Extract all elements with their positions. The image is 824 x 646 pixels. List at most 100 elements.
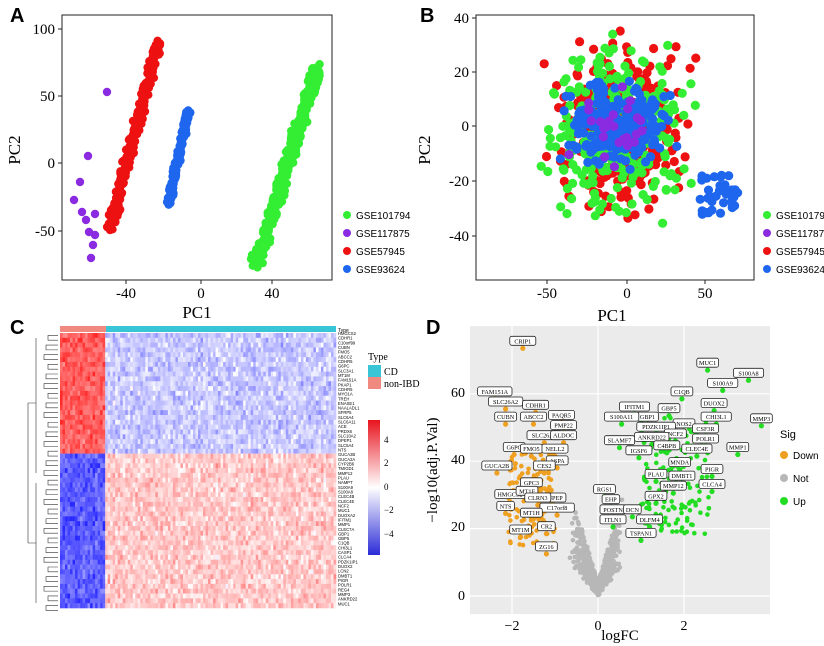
heatmap-cell (187, 424, 191, 430)
heatmap-cell (330, 463, 334, 469)
heatmap-cell (228, 376, 231, 382)
heatmap-cell (208, 342, 211, 348)
heatmap-cell (270, 429, 274, 435)
heatmap-cell (218, 429, 221, 435)
pca-a-point-gse101794 (275, 186, 284, 195)
heatmap-cell (308, 419, 312, 425)
heatmap-cell (220, 386, 224, 392)
heatmap-cell (132, 419, 136, 425)
heatmap-cell (125, 386, 129, 392)
heatmap-cell (270, 448, 274, 454)
heatmap-cell (160, 458, 164, 464)
heatmap-cell (142, 381, 146, 387)
pca-b-point-gse101794 (608, 29, 618, 39)
heatmap-cell (170, 352, 174, 358)
heatmap-cell (318, 400, 322, 406)
heatmap-cell (248, 439, 251, 445)
heatmap-cell (230, 463, 234, 469)
heatmap-cell (318, 458, 322, 464)
heatmap-cell (288, 443, 292, 450)
heatmap-cell (215, 400, 219, 406)
heatmap-cell (85, 352, 88, 358)
heatmap-cell (145, 361, 149, 368)
heatmap-cell (283, 453, 287, 459)
heatmap-cell (283, 386, 287, 392)
heatmap-cell (288, 386, 292, 392)
heatmap-cell (77, 448, 81, 454)
heatmap-cell (278, 361, 282, 368)
heatmap-cell (127, 434, 131, 440)
heatmap-cell (77, 468, 81, 474)
heatmap-cell (290, 458, 294, 464)
heatmap-cell (77, 337, 81, 343)
heatmap-cell (330, 395, 334, 401)
heatmap-cell (175, 390, 179, 397)
heatmap-cell (285, 410, 289, 416)
heatmap-cell (228, 342, 231, 348)
heatmap-cell (162, 400, 166, 406)
heatmap-cell (233, 429, 236, 435)
heatmap-cell (105, 333, 108, 339)
heatmap-cell (172, 400, 176, 406)
heatmap-cell (137, 468, 141, 474)
heatmap-cell (152, 366, 156, 372)
heatmap-cell (142, 371, 146, 377)
heatmap-cell (248, 386, 251, 392)
heatmap-cell (225, 439, 229, 445)
heatmap-cell (170, 386, 174, 392)
heatmap-cell (198, 424, 201, 430)
heatmap-cell (62, 371, 66, 377)
heatmap-cell (90, 361, 93, 368)
heatmap-cell (275, 405, 279, 411)
heatmap-cell (298, 453, 302, 459)
heatmap-cell (203, 419, 206, 425)
pca-b-point-gse101794 (626, 178, 637, 188)
heatmap-cell (220, 357, 224, 363)
heatmap-cell (295, 386, 299, 392)
heatmap-cell (325, 453, 329, 459)
pca-b-point-gse57945 (680, 152, 690, 162)
panel-a-legend: GSE101794 GSE117875 GSE57945 GSE93624 (343, 211, 411, 276)
heatmap-cell (107, 448, 111, 454)
heatmap-cell (162, 337, 166, 343)
heatmap-cell (253, 347, 257, 353)
heatmap-cell (225, 453, 229, 459)
heatmap-cell (120, 342, 124, 348)
heatmap-cell (75, 342, 78, 348)
heatmap-cell (85, 468, 88, 474)
heatmap-cell (62, 429, 66, 435)
heatmap-cell (258, 361, 262, 368)
heatmap-cell (167, 395, 171, 401)
heatmap-cell (305, 458, 309, 464)
heatmap-cell (200, 405, 204, 411)
pca-a-point-gse101794 (262, 233, 271, 242)
heatmap-cell (275, 434, 279, 440)
heatmap-cell (60, 434, 63, 440)
heatmap-cell (172, 453, 176, 459)
heatmap-cell (208, 434, 211, 440)
heatmap-cell (270, 415, 274, 421)
heatmap-cell (295, 424, 299, 430)
heatmap-cell (208, 337, 211, 343)
heatmap-cell (228, 395, 231, 401)
heatmap-cell (87, 448, 91, 454)
heatmap-cell (230, 357, 234, 363)
heatmap-cell (203, 361, 206, 368)
heatmap-cell (280, 434, 284, 440)
heatmap-cell (255, 415, 259, 421)
heatmap-cell (102, 415, 106, 421)
heatmap-cell (325, 448, 329, 454)
heatmap-cell (82, 468, 86, 474)
heatmap-cell (228, 434, 231, 440)
heatmap-cell (295, 419, 299, 425)
heatmap-cell (268, 400, 272, 406)
heatmap-cell (102, 405, 106, 411)
heatmap-cell (65, 366, 68, 372)
heatmap-cell (328, 429, 332, 435)
heatmap-cell (82, 443, 86, 450)
heatmap-cell (167, 415, 171, 421)
heatmap-cell (318, 410, 322, 416)
pca-b-point-gse101794 (543, 166, 553, 177)
heatmap-cell (328, 415, 332, 421)
heatmap-cell (215, 434, 219, 440)
